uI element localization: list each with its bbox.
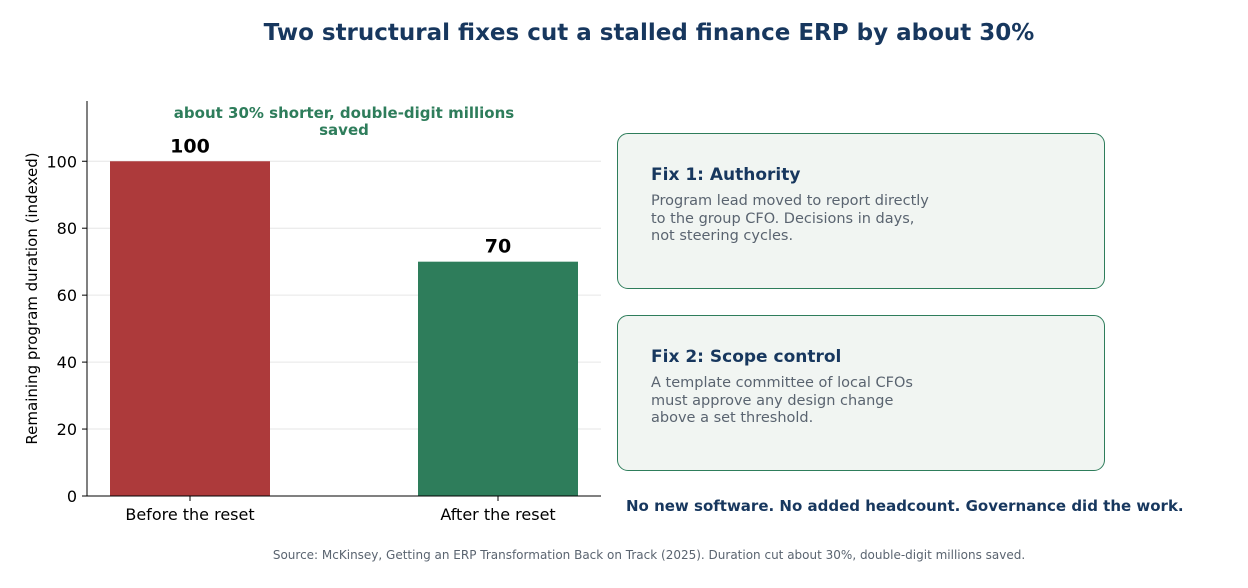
chart-annotation: about 30% shorter, double-digit millions… <box>174 104 514 139</box>
card-line: must approve any design change <box>651 392 894 409</box>
card-title: Fix 2: Scope control <box>651 347 842 367</box>
bar-before <box>110 161 270 496</box>
card-line: above a set threshold. <box>651 410 814 426</box>
bars <box>110 161 578 496</box>
card-body: A template committee of local CFOs must … <box>651 375 981 428</box>
card-line: A template committee of local CFOs <box>651 375 913 391</box>
bar-value-label: 100 <box>170 135 210 157</box>
bar-chart: 100 70 0 20 40 60 80 100 Before the reset After… <box>23 101 601 524</box>
x-tick-label: After the reset <box>440 505 555 524</box>
y-tick-label: 80 <box>57 219 77 238</box>
y-tick-label: 60 <box>57 286 77 305</box>
y-ticks: 0 20 40 60 80 100 <box>46 152 87 506</box>
card-line: to the group CFO. Decisions in days, <box>651 210 915 227</box>
card-title: Fix 1: Authority <box>651 165 801 185</box>
value-labels: 100 70 <box>170 135 511 257</box>
card-line: Program lead moved to report directly <box>651 193 929 209</box>
chart-title: Two structural fixes cut a stalled finan… <box>263 20 1035 46</box>
card-line: not steering cycles. <box>651 228 794 244</box>
y-tick-label: 20 <box>57 420 77 439</box>
y-axis-label: Remaining program duration (indexed) <box>23 152 41 444</box>
x-ticks: Before the reset After the reset <box>125 496 556 524</box>
y-tick-label: 100 <box>46 152 77 171</box>
y-tick-label: 0 <box>67 487 77 506</box>
bar-value-label: 70 <box>485 236 511 258</box>
card-body: Program lead moved to report directly to… <box>651 193 981 246</box>
fix-card-authority: Fix 1: Authority Program lead moved to r… <box>617 133 1105 289</box>
fix-card-scope-control: Fix 2: Scope control A template committe… <box>617 315 1105 471</box>
source-note: Source: McKinsey, Getting an ERP Transfo… <box>272 548 1026 562</box>
bar-after <box>418 261 578 496</box>
y-tick-label: 40 <box>57 353 77 372</box>
x-tick-label: Before the reset <box>125 505 254 524</box>
takeaway-text: No new software. No added headcount. Gov… <box>626 497 1184 515</box>
